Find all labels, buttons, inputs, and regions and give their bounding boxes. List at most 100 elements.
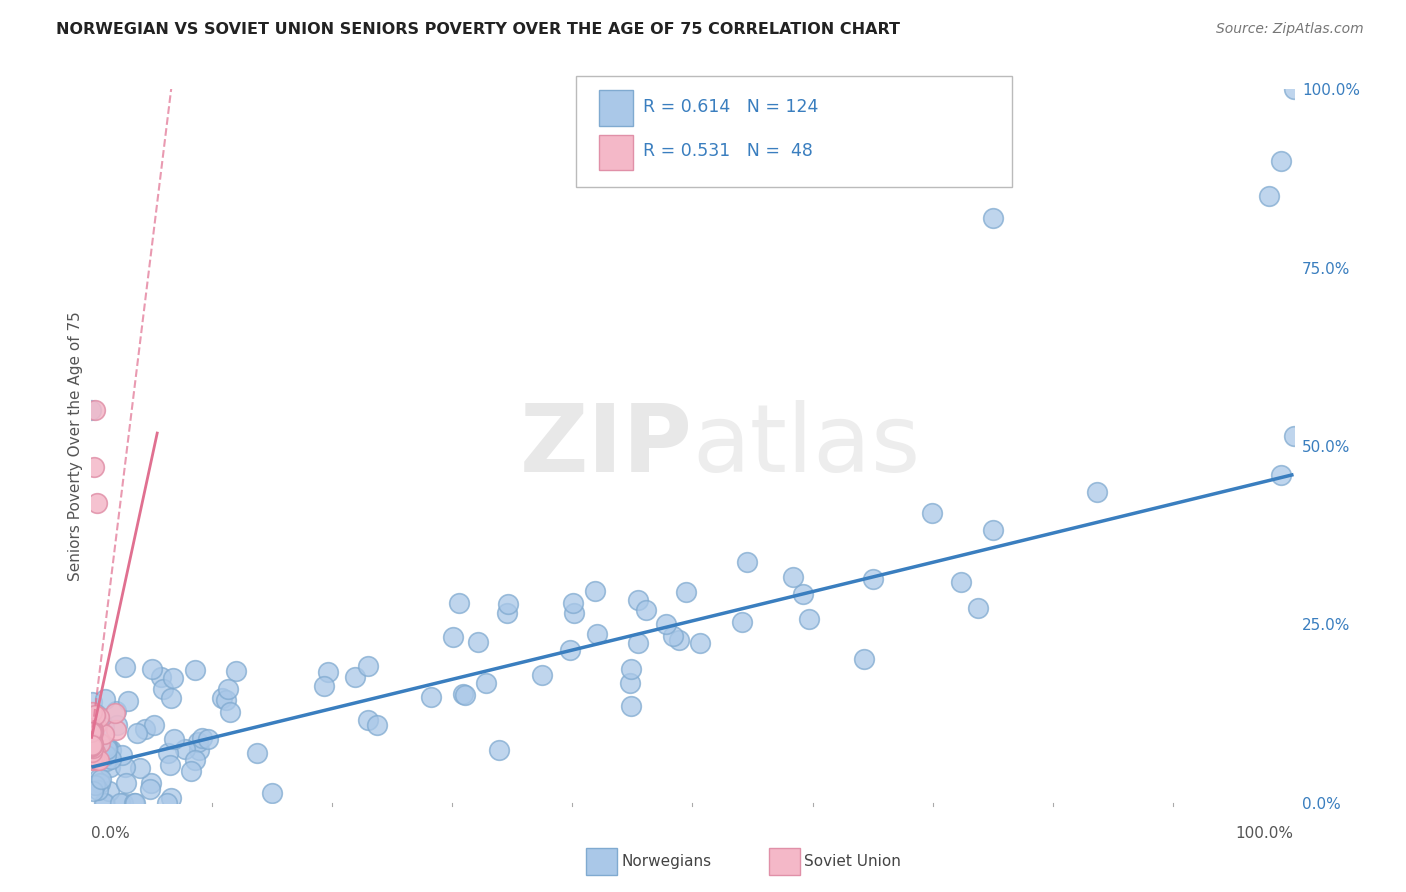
Point — [225, 664, 247, 678]
Point — [83, 460, 105, 475]
Point — [89, 736, 111, 750]
Point — [420, 690, 443, 704]
Point — [139, 782, 162, 797]
Text: atlas: atlas — [692, 400, 921, 492]
Point — [111, 796, 134, 810]
Point — [560, 643, 582, 657]
Point — [117, 694, 139, 708]
Point — [80, 403, 103, 417]
Point — [87, 772, 110, 786]
Point — [80, 739, 103, 753]
Point — [125, 726, 148, 740]
Point — [366, 718, 388, 732]
Point — [357, 658, 380, 673]
Point — [80, 744, 103, 758]
Point — [80, 706, 103, 720]
Point — [343, 670, 366, 684]
Point — [84, 718, 107, 732]
Point — [100, 743, 122, 757]
Point — [82, 753, 104, 767]
Point — [447, 596, 470, 610]
Point — [475, 676, 498, 690]
Point — [108, 796, 131, 810]
Text: NORWEGIAN VS SOVIET UNION SENIORS POVERTY OVER THE AGE OF 75 CORRELATION CHART: NORWEGIAN VS SOVIET UNION SENIORS POVERT… — [56, 22, 900, 37]
Point — [152, 682, 174, 697]
Point — [100, 752, 122, 766]
Point — [139, 776, 162, 790]
Point — [215, 692, 238, 706]
Point — [82, 725, 104, 739]
Point — [260, 786, 283, 800]
Point — [87, 782, 110, 797]
Point — [562, 595, 585, 609]
Point — [467, 634, 489, 648]
Point — [654, 616, 676, 631]
Point — [93, 692, 115, 706]
Point — [495, 606, 517, 620]
Text: 0.0%: 0.0% — [91, 826, 131, 840]
Point — [162, 671, 184, 685]
Point — [246, 746, 269, 760]
Point — [180, 764, 202, 778]
Point — [115, 776, 138, 790]
Point — [94, 754, 117, 768]
Point — [862, 572, 884, 586]
Point — [82, 726, 104, 740]
Point — [80, 730, 103, 744]
Point — [451, 687, 474, 701]
Point — [80, 741, 103, 756]
Point — [441, 630, 464, 644]
Point — [356, 714, 378, 728]
Text: 100.0%: 100.0% — [1236, 826, 1294, 840]
Point — [188, 743, 211, 757]
Point — [89, 776, 111, 790]
Point — [82, 695, 104, 709]
Point — [86, 753, 108, 767]
Point — [852, 652, 875, 666]
Point — [782, 570, 804, 584]
Point — [1270, 153, 1292, 168]
Point — [82, 730, 104, 744]
Point — [98, 760, 121, 774]
Point — [585, 627, 607, 641]
Text: ZIP: ZIP — [520, 400, 692, 492]
Point — [498, 597, 520, 611]
Point — [80, 724, 103, 739]
Point — [184, 663, 207, 677]
Point — [661, 629, 683, 643]
Point — [83, 753, 105, 767]
Point — [80, 751, 103, 765]
Point — [668, 633, 690, 648]
Point — [82, 737, 104, 751]
Point — [84, 745, 107, 759]
Point — [80, 722, 103, 736]
Point — [84, 403, 107, 417]
Point — [98, 749, 121, 764]
Point — [82, 725, 104, 739]
Point — [82, 723, 104, 738]
Point — [97, 741, 120, 756]
Point — [104, 723, 127, 738]
Point — [96, 748, 118, 763]
Point — [159, 690, 181, 705]
Text: Source: ZipAtlas.com: Source: ZipAtlas.com — [1216, 22, 1364, 37]
Point — [89, 709, 111, 723]
Point — [217, 681, 239, 696]
Point — [159, 758, 181, 772]
Point — [731, 615, 754, 630]
Point — [80, 734, 103, 748]
Point — [82, 729, 104, 743]
Point — [104, 705, 127, 719]
Point — [966, 601, 988, 615]
Point — [80, 722, 103, 736]
Point — [94, 796, 117, 810]
Point — [143, 718, 166, 732]
Point — [191, 731, 214, 745]
Point — [921, 506, 943, 520]
Point — [94, 739, 117, 754]
Point — [799, 612, 821, 626]
Point — [90, 772, 112, 786]
Point — [87, 753, 110, 767]
Point — [197, 732, 219, 747]
Point — [86, 753, 108, 767]
